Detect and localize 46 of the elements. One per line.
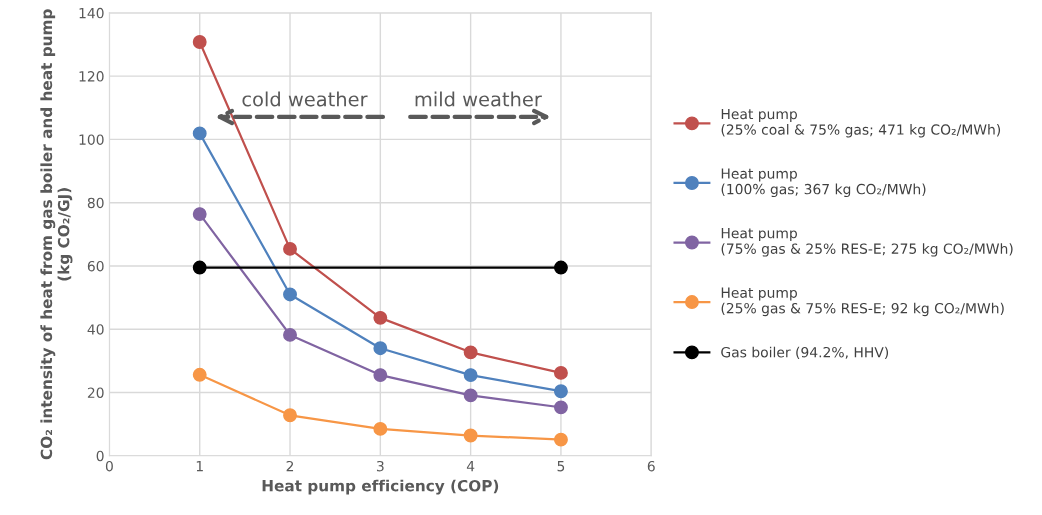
y-axis-title: CO₂ intensity of heat from gas boiler and heat pump (kg CO₂/GJ)	[40, 9, 73, 460]
legend-label: Heat pump (75% gas & 25% RES-E; 275 kg CO₂/MWh)	[721, 228, 1013, 257]
point	[553, 365, 568, 380]
x-tick-label: 6	[647, 460, 655, 472]
x-tick-label: 4	[466, 461, 475, 472]
point	[283, 287, 297, 302]
point	[283, 327, 297, 342]
legend-label: Gas boiler (94.2%, HHV)	[721, 346, 889, 360]
legend-label: Heat pump (25% coal & 75% gas; 471 kg CO₂/MWh)	[721, 108, 1001, 138]
y-tick-label: 20	[87, 387, 104, 398]
point	[373, 368, 388, 383]
x-tick-label: 3	[376, 460, 384, 472]
point	[192, 126, 207, 141]
y-tick-label: 60	[87, 260, 104, 272]
point	[373, 421, 388, 436]
point	[192, 207, 207, 222]
point	[192, 35, 207, 49]
legend-label: Heat pump (100% gas; 367 kg CO₂/MWh)	[721, 168, 926, 198]
point	[463, 428, 478, 443]
x-tick-label: 1	[196, 461, 203, 472]
y-tick-label: 0	[96, 450, 104, 462]
point	[553, 384, 568, 399]
legend-label: Heat pump (25% gas & 75% RES-E; 92 kg CO₂/MWh)	[721, 287, 1004, 317]
y-tick-label: 140	[79, 7, 104, 19]
point	[192, 367, 207, 382]
point	[373, 341, 388, 356]
x-axis-title: Heat pump efficiency (COP)	[262, 479, 499, 495]
point	[463, 345, 478, 360]
point	[463, 388, 478, 403]
annotation: mild weather	[415, 91, 542, 107]
point	[192, 260, 207, 275]
point	[553, 400, 568, 415]
y-tick-label: 80	[87, 197, 104, 209]
y-tick-label: 120	[79, 71, 104, 82]
x-tick-label: 5	[557, 461, 565, 472]
x-tick-label: 0	[105, 460, 113, 472]
point	[283, 408, 297, 423]
point	[373, 310, 388, 325]
point	[553, 432, 568, 447]
y-tick-label: 100	[79, 134, 104, 145]
y-tick-label: 40	[87, 324, 104, 335]
point	[283, 241, 297, 256]
annotation: cold weather	[242, 91, 368, 107]
point	[553, 260, 568, 275]
x-tick-label: 2	[286, 460, 294, 472]
point	[463, 368, 478, 383]
